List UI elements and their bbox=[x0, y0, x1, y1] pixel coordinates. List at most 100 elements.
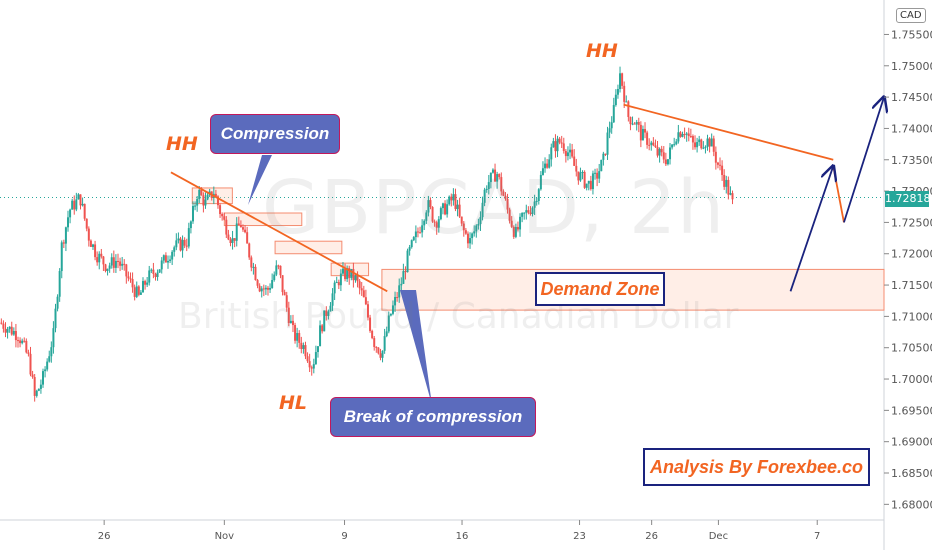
candle-body bbox=[152, 269, 155, 274]
candle-body bbox=[100, 253, 103, 257]
candle-body bbox=[289, 320, 292, 324]
candle-body bbox=[304, 345, 307, 357]
candle-body bbox=[69, 209, 72, 218]
candle-body bbox=[652, 142, 655, 146]
candle-body bbox=[508, 209, 511, 221]
candle-body bbox=[402, 271, 405, 284]
candle-body bbox=[416, 231, 419, 233]
candle-body bbox=[244, 229, 247, 233]
candle-body bbox=[144, 281, 147, 285]
candle-body bbox=[181, 239, 184, 251]
candle-body bbox=[527, 210, 530, 213]
candle-body bbox=[694, 142, 697, 148]
candle-body bbox=[669, 147, 672, 160]
candle-body bbox=[164, 255, 167, 263]
candle-body bbox=[85, 218, 88, 229]
candle-body bbox=[483, 189, 486, 203]
candle-body bbox=[396, 297, 399, 299]
candle-body bbox=[277, 265, 280, 267]
candle-body bbox=[464, 230, 467, 234]
candle-body bbox=[146, 282, 149, 285]
candle-body bbox=[127, 276, 130, 279]
candle-body bbox=[683, 134, 686, 136]
candle-body bbox=[362, 290, 365, 298]
candle-body bbox=[623, 85, 626, 102]
candle-body bbox=[687, 133, 690, 137]
candle-body bbox=[27, 352, 30, 354]
candle-body bbox=[602, 153, 605, 160]
candle-body bbox=[89, 240, 92, 247]
currency-badge[interactable]: CAD bbox=[896, 8, 926, 23]
candle-body bbox=[587, 180, 590, 184]
candle-body bbox=[698, 139, 701, 143]
candle-body bbox=[648, 144, 651, 146]
candle-body bbox=[591, 173, 594, 190]
candle-body bbox=[294, 325, 297, 341]
candle-body bbox=[275, 265, 278, 275]
candle-body bbox=[629, 117, 632, 125]
candle-body bbox=[50, 347, 53, 357]
candle-body bbox=[135, 286, 138, 297]
candle-body bbox=[448, 196, 451, 205]
candle-body bbox=[729, 193, 732, 195]
hh-top-label: HH bbox=[586, 40, 618, 62]
candle-body bbox=[29, 353, 32, 375]
candle-body bbox=[429, 200, 432, 208]
candle-body bbox=[346, 268, 349, 280]
candle-body bbox=[494, 169, 497, 182]
candle-body bbox=[271, 280, 274, 288]
candle-body bbox=[373, 338, 376, 347]
candle-body bbox=[66, 217, 69, 228]
candle-body bbox=[658, 148, 661, 156]
projection-blue-2 bbox=[843, 97, 884, 223]
candle-body bbox=[325, 310, 328, 316]
candle-body bbox=[414, 231, 417, 238]
candle-body bbox=[679, 132, 682, 137]
candle-body bbox=[550, 147, 553, 160]
candle-body bbox=[481, 202, 484, 218]
candle-body bbox=[512, 226, 515, 237]
candle-body bbox=[171, 251, 174, 260]
y-tick-label: 1.70500 bbox=[891, 342, 932, 355]
candle-body bbox=[666, 159, 669, 165]
candle-body bbox=[310, 367, 313, 369]
candle-body bbox=[256, 280, 259, 286]
x-tick-label: 26 bbox=[645, 531, 658, 542]
compression-line bbox=[170, 171, 388, 293]
candle-body bbox=[300, 342, 303, 349]
candle-body bbox=[233, 238, 236, 241]
candle-body bbox=[410, 240, 413, 248]
candle-body bbox=[219, 205, 222, 215]
candle-body bbox=[14, 331, 17, 341]
candle-body bbox=[10, 326, 13, 335]
y-tick-label: 1.75000 bbox=[891, 60, 932, 73]
candle-body bbox=[685, 133, 688, 135]
candle-body bbox=[552, 141, 555, 148]
candle-body bbox=[221, 214, 224, 217]
candle-body bbox=[150, 269, 153, 271]
candle-body bbox=[635, 121, 638, 125]
candle-body bbox=[119, 261, 122, 266]
candle-body bbox=[546, 163, 549, 168]
candle-body bbox=[473, 231, 476, 234]
candle-body bbox=[462, 223, 465, 231]
candle-body bbox=[241, 227, 244, 230]
candle-body bbox=[585, 183, 588, 188]
candle-body bbox=[91, 244, 94, 247]
candle-body bbox=[191, 205, 194, 222]
candle-body bbox=[675, 141, 678, 145]
compression-callout-pointer bbox=[217, 155, 272, 205]
candle-body bbox=[196, 198, 199, 206]
candle-body bbox=[121, 263, 124, 266]
candle-body bbox=[441, 203, 444, 209]
hl-label: HL bbox=[279, 392, 308, 414]
candle-body bbox=[556, 138, 559, 152]
candle-body bbox=[21, 340, 24, 344]
candle-body bbox=[427, 200, 430, 213]
candle-body bbox=[502, 191, 505, 196]
candle-body bbox=[614, 94, 617, 106]
y-tick-label: 1.74500 bbox=[891, 91, 932, 104]
candle-body bbox=[460, 216, 463, 224]
candle-body bbox=[71, 200, 74, 210]
candle-body bbox=[327, 311, 330, 316]
